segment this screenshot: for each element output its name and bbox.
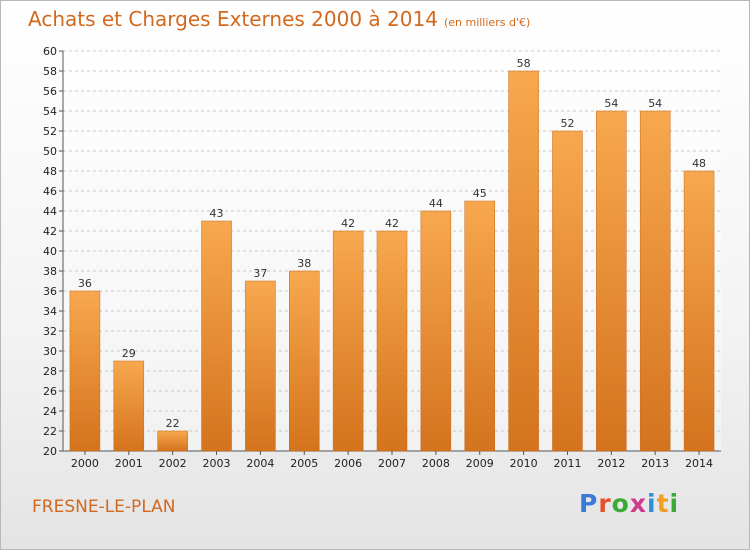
y-tick-label: 26 bbox=[43, 385, 57, 398]
bar-value-label: 29 bbox=[122, 347, 136, 360]
x-tick-label: 2013 bbox=[641, 457, 669, 470]
chart-title: Achats et Charges Externes 2000 à 2014 (e… bbox=[28, 7, 530, 31]
logo-letter: P bbox=[579, 489, 599, 518]
x-tick-label: 2008 bbox=[422, 457, 450, 470]
y-tick-label: 58 bbox=[43, 65, 57, 78]
bar bbox=[683, 170, 715, 452]
y-tick-label: 22 bbox=[43, 425, 57, 438]
y-tick-label: 34 bbox=[43, 305, 57, 318]
bar bbox=[157, 430, 188, 452]
y-tick-label: 52 bbox=[43, 125, 57, 138]
bar bbox=[245, 280, 276, 452]
bar bbox=[508, 70, 539, 452]
bar bbox=[552, 130, 583, 452]
y-tick-label: 30 bbox=[43, 345, 57, 358]
y-tick-label: 38 bbox=[43, 265, 57, 278]
y-tick-label: 32 bbox=[43, 325, 57, 338]
x-tick-label: 2007 bbox=[378, 457, 406, 470]
bar bbox=[113, 360, 145, 452]
y-tick-label: 48 bbox=[43, 165, 57, 178]
y-tick-label: 56 bbox=[43, 85, 57, 98]
y-tick-label: 28 bbox=[43, 365, 57, 378]
bar-value-label: 44 bbox=[429, 197, 443, 210]
bar-value-label: 48 bbox=[692, 157, 706, 170]
x-tick-label: 2009 bbox=[466, 457, 494, 470]
bar-value-label: 38 bbox=[297, 257, 311, 270]
bar-value-label: 42 bbox=[341, 217, 355, 230]
y-tick-label: 54 bbox=[43, 105, 57, 118]
bar-value-label: 36 bbox=[78, 277, 92, 290]
x-tick-label: 2010 bbox=[510, 457, 538, 470]
bar-value-label: 22 bbox=[166, 417, 180, 430]
bar-value-label: 37 bbox=[253, 267, 267, 280]
y-tick-label: 44 bbox=[43, 205, 57, 218]
y-tick-label: 46 bbox=[43, 185, 57, 198]
proxiti-logo: Proxiti bbox=[579, 489, 679, 518]
y-tick-label: 60 bbox=[43, 45, 57, 58]
bar bbox=[69, 290, 101, 452]
x-tick-label: 2012 bbox=[597, 457, 625, 470]
x-tick-label: 2003 bbox=[203, 457, 231, 470]
y-tick-label: 20 bbox=[43, 445, 57, 458]
bar bbox=[420, 210, 452, 452]
bar-value-label: 45 bbox=[473, 187, 487, 200]
chart-title-text: Achats et Charges Externes 2000 à 2014 bbox=[28, 7, 438, 31]
logo-letter: x bbox=[629, 489, 647, 518]
bar bbox=[596, 110, 627, 452]
y-tick-label: 24 bbox=[43, 405, 57, 418]
place-name: FRESNE-LE-PLAN bbox=[32, 497, 176, 517]
bar-value-label: 42 bbox=[385, 217, 399, 230]
bar-value-label: 54 bbox=[604, 97, 618, 110]
bar-value-label: 58 bbox=[517, 57, 531, 70]
x-tick-label: 2011 bbox=[553, 457, 581, 470]
x-tick-label: 2002 bbox=[159, 457, 187, 470]
y-tick-label: 42 bbox=[43, 225, 57, 238]
bar bbox=[332, 230, 364, 452]
bar bbox=[639, 110, 671, 452]
x-tick-label: 2006 bbox=[334, 457, 362, 470]
bar-value-label: 43 bbox=[210, 207, 224, 220]
x-tick-label: 2000 bbox=[71, 457, 99, 470]
logo-letter: r bbox=[598, 489, 612, 518]
y-tick-label: 40 bbox=[43, 245, 57, 258]
logo-letter: t bbox=[656, 489, 670, 518]
bar bbox=[464, 200, 495, 452]
bar-value-label: 52 bbox=[560, 117, 574, 130]
x-tick-label: 2004 bbox=[246, 457, 274, 470]
x-tick-label: 2001 bbox=[115, 457, 143, 470]
bar-value-label: 54 bbox=[648, 97, 662, 110]
bar bbox=[289, 270, 320, 452]
y-tick-label: 50 bbox=[43, 145, 57, 158]
logo-letter: i bbox=[647, 489, 657, 518]
logo-letter: i bbox=[669, 489, 680, 518]
logo-letter: o bbox=[611, 489, 630, 518]
chart-subtitle: (en milliers d'€) bbox=[443, 16, 531, 29]
x-tick-label: 2005 bbox=[290, 457, 318, 470]
y-tick-label: 36 bbox=[43, 285, 57, 298]
x-tick-label: 2014 bbox=[685, 457, 713, 470]
bar bbox=[376, 230, 408, 452]
bar bbox=[201, 220, 232, 452]
